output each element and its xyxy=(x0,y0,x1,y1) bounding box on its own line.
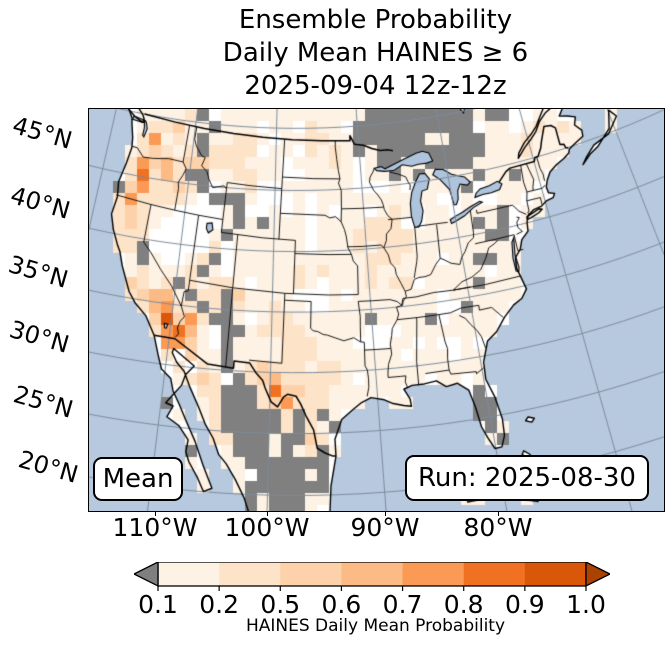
colorbar-tick-label: 0.5 xyxy=(260,590,301,619)
figure-title: Ensemble Probability Daily Mean HAINES ≥… xyxy=(88,4,663,103)
colorbar-segment xyxy=(524,562,587,586)
colorbar-caption: HAINES Daily Mean Probability xyxy=(245,616,506,636)
map-axes: Mean Run: 2025-08-30 xyxy=(88,108,665,512)
mean-label: Mean xyxy=(102,464,174,494)
colorbar-tick-label: 0.9 xyxy=(504,590,545,619)
run-date-badge: Run: 2025-08-30 xyxy=(405,455,649,501)
colorbar xyxy=(134,562,610,591)
ensemble-member-badge: Mean xyxy=(93,457,183,501)
lon-label: 110°W xyxy=(112,513,198,542)
title-line-1: Ensemble Probability xyxy=(238,5,513,35)
lat-label: 35°N xyxy=(5,250,72,294)
lon-label: 90°W xyxy=(350,513,420,542)
title-line-2: Daily Mean HAINES ≥ 6 xyxy=(222,38,529,68)
lat-label: 25°N xyxy=(10,380,77,424)
colorbar-segment xyxy=(463,562,526,586)
colorbar-tick-label: 0.8 xyxy=(443,590,484,619)
colorbar-tick-label: 0.2 xyxy=(199,590,240,619)
lon-label: 80°W xyxy=(463,513,533,542)
colorbar-segment xyxy=(280,562,342,586)
lon-tick xyxy=(267,511,268,516)
colorbar-over-arrow xyxy=(585,562,610,588)
lon-tick xyxy=(498,511,499,516)
lat-label: 20°N xyxy=(15,445,82,489)
colorbar-tick-label: 0.1 xyxy=(138,590,178,619)
run-label: Run: 2025-08-30 xyxy=(418,463,636,493)
colorbar-tick-label: 0.7 xyxy=(382,590,423,619)
lon-tick xyxy=(155,511,156,516)
colorbar-segment xyxy=(158,562,220,586)
colorbar-segment xyxy=(219,562,281,586)
lon-tick xyxy=(385,511,386,516)
lon-label: 100°W xyxy=(224,513,310,542)
colorbar-tick-label: 0.6 xyxy=(321,590,362,619)
colorbar-segment xyxy=(341,562,404,586)
probability-map-canvas xyxy=(89,109,664,511)
lat-label: 45°N xyxy=(9,111,76,155)
colorbar-segment xyxy=(402,562,465,586)
colorbar-under-arrow xyxy=(134,562,159,588)
title-line-3: 2025-09-04 12z-12z xyxy=(244,71,507,101)
lat-label: 40°N xyxy=(7,181,74,225)
lat-label: 30°N xyxy=(6,315,73,359)
colorbar-tick-label: 1.0 xyxy=(566,590,606,619)
